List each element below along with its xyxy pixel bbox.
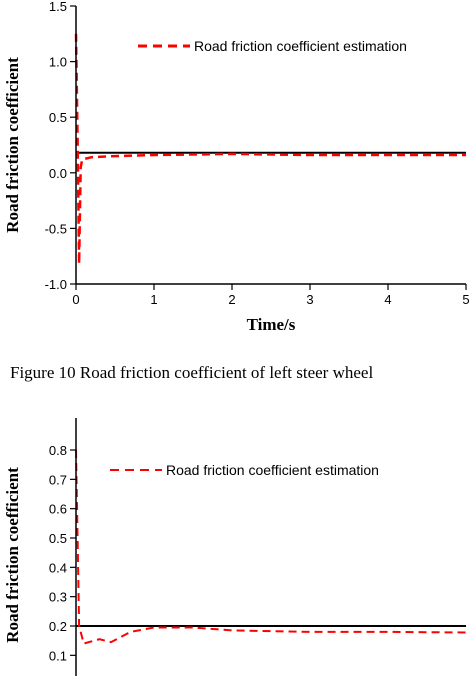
chart1-ytick-label: 1.5: [49, 0, 67, 14]
chart2-ytick-label: 0.2: [49, 619, 67, 634]
chart1-xlabel: Time/s: [247, 315, 296, 334]
chart2-legend-label: Road friction coefficient estimation: [166, 462, 379, 478]
chart1-estimation-line: [74, 33, 466, 265]
chart2-ytick-label: 0.5: [49, 531, 67, 546]
figure-caption: Figure 10 Road friction coefficient of l…: [10, 363, 373, 382]
chart1-ytick-label: 1.0: [49, 55, 67, 70]
chart1-legend: Road friction coefficient estimation: [138, 38, 407, 54]
chart-1: -1.0 -0.5 0.0 0.5 1.0 1.5 0 1 2 3 4 5 Road friction…: [3, 0, 470, 334]
chart2-ytick-label: 0.4: [49, 560, 67, 575]
chart1-ytick-label: 0.0: [49, 166, 67, 181]
chart2-estimation-line: [75, 449, 467, 645]
chart2-ylabel: Road friction coefficient: [3, 467, 22, 643]
chart1-xtick-label: 1: [150, 292, 157, 307]
chart2-ytick-label: 0.1: [49, 648, 67, 663]
chart1-xtick-label: 0: [72, 292, 79, 307]
chart1-ylabel: Road friction coefficient: [3, 57, 22, 233]
chart1-xtick-label: 5: [462, 292, 469, 307]
chart1-ytick-label: 0.5: [49, 110, 67, 125]
chart1-xtick-label: 4: [384, 292, 391, 307]
chart2-ytick-label: 0.6: [49, 502, 67, 517]
chart1-xtick-label: 3: [306, 292, 313, 307]
chart1-xtick-label: 2: [228, 292, 235, 307]
chart1-legend-label: Road friction coefficient estimation: [194, 38, 407, 54]
chart-2: 0.1 0.2 0.3 0.4 0.5 0.6 0.7 0.8 Road friction c…: [3, 418, 467, 676]
chart2-ytick-label: 0.8: [49, 443, 67, 458]
chart1-ytick-label: -1.0: [45, 277, 67, 292]
chart2-legend: Road friction coefficient estimation: [110, 462, 379, 478]
chart2-ytick-label: 0.7: [49, 472, 67, 487]
chart2-ytick-label: 0.3: [49, 590, 67, 605]
chart1-ytick-label: -0.5: [45, 221, 67, 236]
